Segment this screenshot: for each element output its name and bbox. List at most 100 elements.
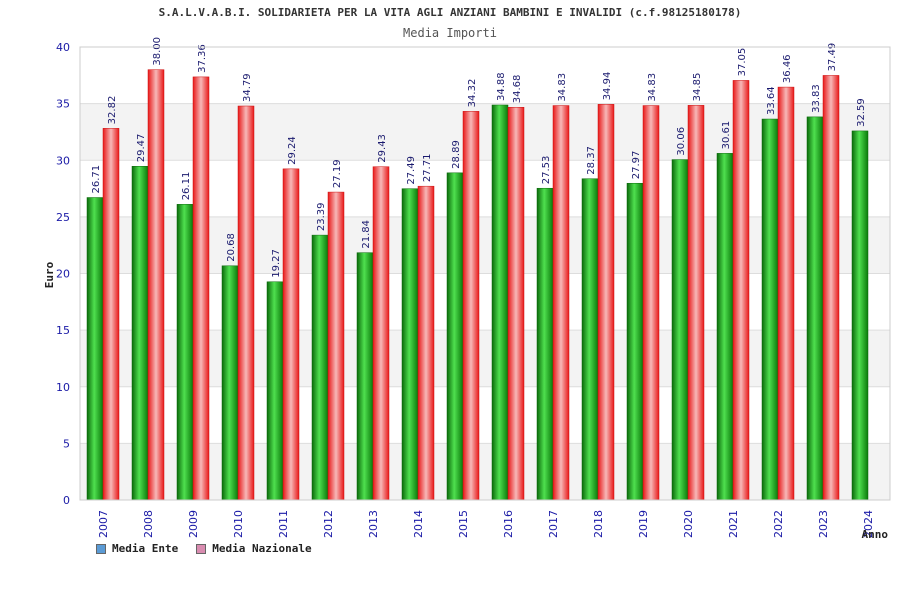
x-tick-label: 2008: [142, 510, 155, 538]
bar-nazionale-2007: [102, 128, 120, 501]
bar-nazionale-2021: [732, 80, 750, 501]
bar-nazionale-2023: [822, 75, 840, 501]
grid-band: [80, 47, 890, 104]
x-tick-label: 2019: [637, 510, 650, 538]
y-tick-label: 30: [56, 154, 70, 167]
bar-nazionale-2019: [642, 105, 660, 501]
x-tick-label: 2013: [367, 510, 380, 538]
bar-nazionale-2010: [237, 105, 255, 501]
bar-ente-2023: [806, 116, 824, 501]
x-tick-label: 2015: [457, 510, 470, 538]
bar-nazionale-2008: [147, 69, 165, 501]
bar-ente-2008: [131, 166, 149, 501]
bar-nazionale-2020: [687, 105, 705, 501]
x-tick-label: 2011: [277, 510, 290, 538]
x-tick-label: 2021: [727, 510, 740, 538]
data-label: 34.68: [512, 75, 523, 104]
data-label: 27.19: [332, 159, 343, 188]
x-tick-label: 2018: [592, 510, 605, 538]
data-label: 34.85: [692, 73, 703, 102]
data-label: 27.97: [631, 151, 642, 180]
data-label: 34.79: [242, 73, 253, 102]
data-label: 26.11: [181, 172, 192, 201]
plot-frame: [79, 46, 891, 501]
bar-nazionale-2012: [327, 191, 345, 501]
bar-ente-2007: [86, 197, 104, 501]
grid-band: [80, 216, 890, 274]
data-label: 34.32: [467, 79, 478, 108]
data-label: 36.46: [782, 54, 793, 83]
bar-ente-2022: [761, 118, 779, 501]
x-tick-label: 2023: [817, 510, 830, 538]
data-label: 28.89: [451, 140, 462, 169]
legend-swatch-nazionale: [196, 543, 207, 554]
data-label: 33.64: [766, 86, 777, 115]
data-label: 27.53: [541, 156, 552, 185]
grid-band: [80, 330, 890, 387]
data-label: 32.82: [107, 96, 118, 125]
y-tick-label: 20: [56, 268, 70, 281]
legend-label-nazionale: Media Nazionale: [212, 542, 312, 555]
bar-ente-2012: [311, 234, 329, 501]
data-label: 26.71: [91, 165, 102, 194]
bar-ente-2019: [626, 182, 644, 501]
x-tick-label: 2012: [322, 510, 335, 538]
data-label: 28.37: [586, 146, 597, 175]
y-tick-label: 10: [56, 381, 70, 394]
data-label: 29.47: [136, 134, 147, 163]
grid-band: [80, 443, 890, 500]
grid-band: [80, 386, 890, 444]
x-tick-label: 2007: [97, 510, 110, 538]
data-label: 30.61: [721, 121, 732, 150]
bar-ente-2024: [851, 130, 869, 501]
data-label: 19.27: [271, 249, 282, 278]
bar-ente-2013: [356, 252, 374, 501]
chart-subtitle: Media Importi: [403, 26, 497, 40]
bar-ente-2011: [266, 281, 284, 501]
bar-ente-2016: [491, 104, 509, 501]
data-label: 27.49: [406, 156, 417, 185]
x-tick-label: 2009: [187, 510, 200, 538]
y-tick-label: 15: [56, 324, 70, 337]
legend-label-ente: Media Ente: [112, 542, 179, 555]
data-label: 37.49: [827, 43, 838, 72]
data-label: 21.84: [361, 220, 372, 249]
data-label: 34.83: [647, 73, 658, 102]
bar-nazionale-2009: [192, 76, 210, 501]
bar-ente-2010: [221, 265, 239, 501]
bar-nazionale-2014: [417, 185, 435, 501]
bar-ente-2021: [716, 153, 734, 501]
legend-item-ente: Media Ente: [96, 542, 178, 555]
x-tick-label: 2024: [862, 510, 875, 538]
bar-nazionale-2016: [507, 106, 525, 501]
data-label: 30.06: [676, 127, 687, 156]
data-label: 38.00: [152, 37, 163, 66]
bar-ente-2020: [671, 159, 689, 501]
data-label: 27.71: [422, 154, 433, 183]
x-tick-label: 2017: [547, 510, 560, 538]
data-label: 32.59: [856, 98, 867, 127]
bar-ente-2015: [446, 172, 464, 501]
x-axis-label: Anno: [862, 528, 889, 541]
bar-ente-2018: [581, 178, 599, 501]
x-tick-label: 2020: [682, 510, 695, 538]
x-tick-label: 2010: [232, 510, 245, 538]
data-label: 20.68: [226, 233, 237, 262]
bar-nazionale-2018: [597, 104, 615, 501]
y-tick-label: 25: [56, 211, 70, 224]
x-tick-label: 2016: [502, 510, 515, 538]
bar-ente-2009: [176, 204, 194, 501]
data-label: 34.88: [496, 72, 507, 101]
y-tick-label: 0: [63, 494, 70, 507]
data-label: 29.24: [287, 136, 298, 165]
grid-band: [80, 103, 890, 161]
legend-item-nazionale: Media Nazionale: [196, 542, 312, 555]
data-label: 37.36: [197, 44, 208, 73]
bar-nazionale-2015: [462, 111, 480, 501]
bar-nazionale-2022: [777, 86, 795, 501]
bar-nazionale-2011: [282, 168, 300, 501]
grid-band: [80, 160, 890, 217]
bar-ente-2017: [536, 187, 554, 501]
y-tick-label: 40: [56, 41, 70, 54]
